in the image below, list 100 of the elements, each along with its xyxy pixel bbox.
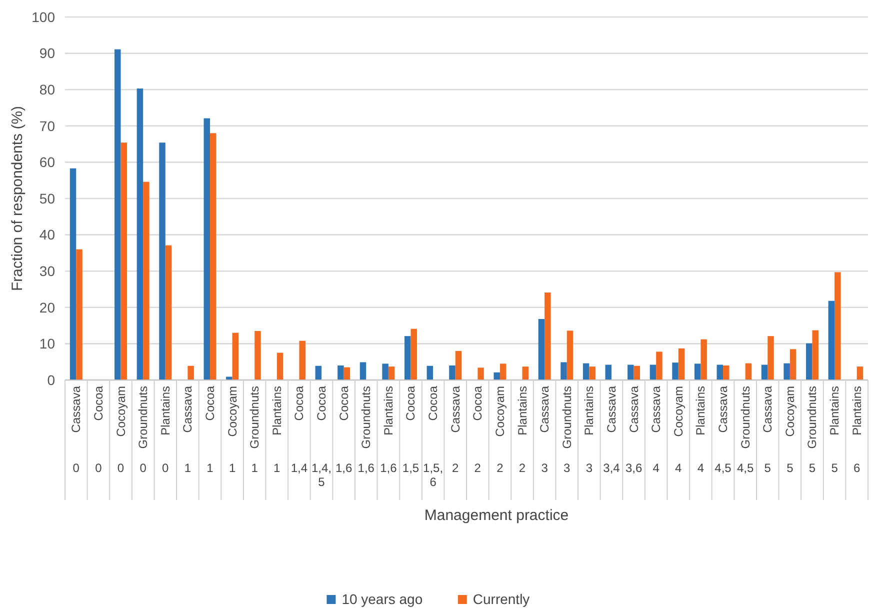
bar [566,330,574,380]
text: 2 [518,461,526,475]
y-tick-label: 30 [39,263,56,279]
text: 2 [452,461,460,475]
x-tick-label: Cocoa [202,386,217,421]
bar [226,376,232,380]
x-tick-label: Cassava [604,386,618,433]
text: 1 [274,461,281,475]
bar [404,336,411,380]
text: 1 [184,461,192,475]
bar [656,352,662,380]
x-tick-label: Plantains [381,386,396,436]
text: 3 [564,461,571,475]
x-tick-label: Cassava [649,386,664,433]
bar [478,368,484,380]
y-tick-label: 20 [39,299,56,316]
x-tick-label: Plantains [515,386,530,436]
y-tick-label: 0 [47,372,56,388]
bar [500,364,506,380]
bar [494,372,500,380]
bar [136,88,144,380]
bar [560,362,567,380]
bar [806,343,812,380]
text: 3 [586,461,593,475]
x-axis-title: Management practice [424,507,569,524]
bar [745,363,752,380]
text: 1,4 [290,461,308,475]
bar [344,367,350,380]
y-tick-label: 80 [39,82,56,98]
bar [120,142,128,380]
bar [426,366,434,380]
bar [210,133,216,380]
x-tick-label: Cocoa [470,386,485,421]
x-tick-label: Cassava [69,386,84,433]
y-tick-label: 70 [39,118,56,134]
text: 1 [228,461,236,475]
bar [700,339,707,380]
bar [790,349,796,380]
text: 1,5,6 [423,461,444,489]
bar [784,363,790,380]
bar [449,365,456,380]
text: 1,4,5 [312,461,332,489]
text: 1,6 [380,461,398,475]
x-tick-label: Cocoyam [671,386,686,437]
bar [114,49,121,380]
text: 1,6 [358,461,375,475]
bar [834,272,841,380]
bar [188,366,194,380]
text: 1 [251,461,258,475]
bar [299,340,306,380]
bar [678,348,685,380]
bar [605,364,612,380]
bar [159,142,166,380]
text: 3 [541,461,548,475]
text: 4 [697,461,704,475]
x-tick-label: Cocoa [91,386,106,421]
bar [538,319,545,380]
text: 0 [72,461,80,475]
bar [522,366,529,380]
text: 0 [140,461,147,475]
text: 5 [786,461,794,475]
bar [628,364,634,380]
bar [650,364,656,380]
text: 6 [854,461,861,475]
x-tick-label: Groundnuts [359,386,374,449]
bar [382,364,388,380]
text: 4 [675,461,682,475]
bar [828,300,835,380]
text: 0 [117,461,124,475]
bar [232,332,239,380]
x-tick-label: Cocoyam [782,386,797,437]
bar [70,168,76,380]
x-tick-label: Cassava [448,386,462,433]
text: 4,5 [736,461,754,475]
text: 1 [206,461,214,475]
bar [388,366,395,380]
bar [360,362,366,380]
bar [76,249,82,380]
y-tick-label: 60 [39,154,56,170]
bar [165,245,172,380]
bar [582,363,590,380]
x-tick-label: Cassava [760,386,775,433]
bar [204,118,210,380]
text: 2 [496,461,504,475]
text: 5 [808,461,816,475]
x-tick-label: Cocoa [426,386,440,421]
x-tick-label: Cassava [538,386,552,433]
bar [276,352,284,380]
x-tick-label: Cocoa [336,386,351,421]
bar [812,330,818,380]
y-axis-title: Fraction of respondents (%) [9,106,26,292]
y-tick-label: 90 [39,45,56,62]
x-tick-label: Groundnuts [248,386,262,449]
bar [544,292,551,380]
text: 5 [764,461,772,475]
text: 1,6 [335,461,352,475]
x-tick-label: Plantains [582,386,596,436]
bar [254,330,261,380]
bar [143,182,150,380]
bar [716,364,724,380]
